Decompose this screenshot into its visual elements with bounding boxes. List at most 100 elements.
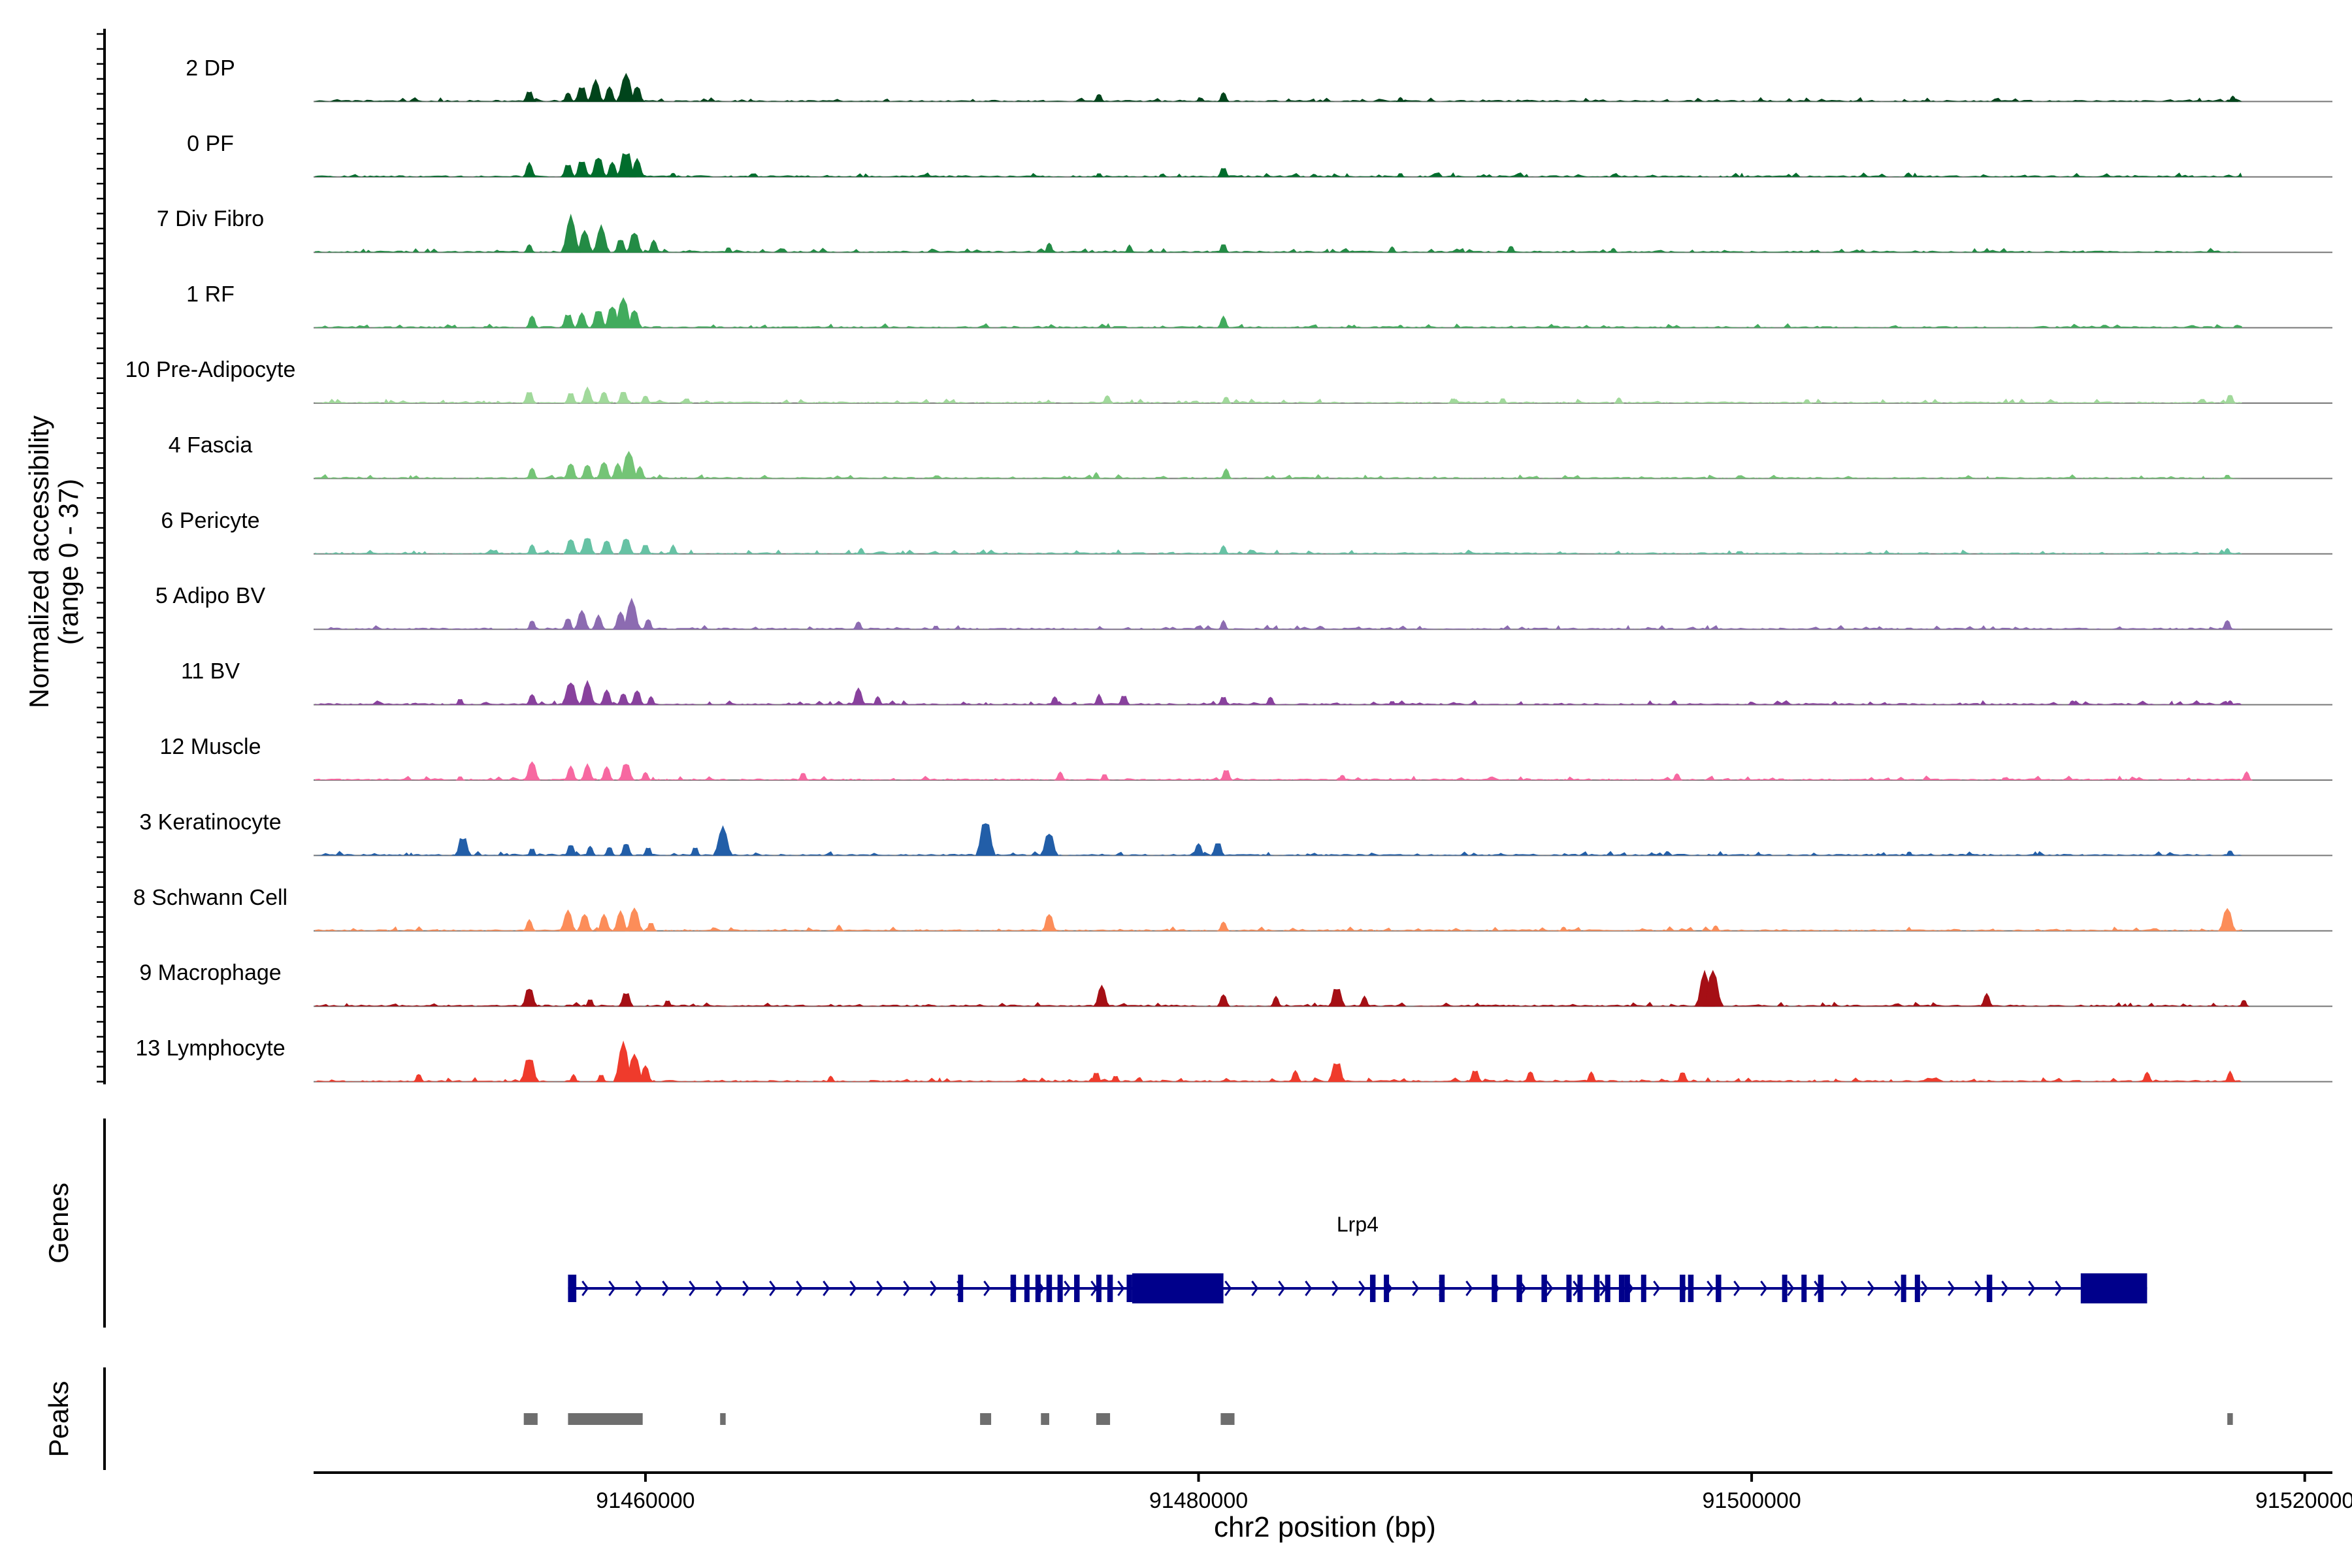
track: 7 Div Fibro [157, 206, 2332, 253]
coverage-peak [1524, 1071, 1537, 1083]
coverage-peak [1328, 988, 1347, 1007]
coverage-peak [520, 988, 538, 1007]
gene-exon [1618, 1275, 1625, 1302]
coverage-peak [523, 761, 541, 781]
coverage-peak [1192, 843, 1206, 856]
peak-region [1220, 1413, 1235, 1425]
coverage-peak [616, 693, 630, 706]
gene-exon [1801, 1275, 1807, 1302]
coverage-peak [1217, 92, 1230, 102]
gene-strand-arrow [796, 1281, 804, 1296]
peaks-panel-label: Peaks [43, 1381, 74, 1458]
coverage-peak [453, 838, 472, 856]
coverage-peak [633, 466, 647, 479]
coverage-peak [1220, 468, 1233, 479]
coverage-peak [681, 398, 693, 404]
coverage-peak [1395, 173, 1405, 178]
coverage-peak [1558, 926, 1569, 932]
gene-exon [1024, 1275, 1030, 1302]
coverage-peak [668, 172, 679, 178]
gene-strand-arrow [876, 1281, 884, 1296]
coverage-peak [2225, 700, 2236, 706]
coverage-peak [833, 924, 845, 932]
coverage-peak [573, 161, 591, 178]
gene-strand-arrow [2028, 1281, 2036, 1296]
coverage-peak [618, 993, 634, 1007]
coverage-peak [2068, 700, 2078, 706]
coverage-peak [599, 766, 614, 781]
gene-strand-arrow [1840, 1281, 1848, 1296]
coverage-background-signal [315, 549, 2242, 554]
coverage-peak [584, 999, 596, 1007]
coverage-peak [617, 764, 635, 781]
coverage-peak [591, 223, 612, 253]
coverage-peak [573, 610, 591, 630]
coverage-peak [1089, 1073, 1103, 1083]
coverage-peak [2225, 850, 2236, 856]
gene-strand-arrow [1278, 1281, 1286, 1296]
coverage-peak [797, 773, 809, 781]
gene-strand-arrow [2055, 1281, 2063, 1296]
gene-strand-arrow [1760, 1281, 1768, 1296]
coverage-peak [1092, 985, 1111, 1007]
gene-strand-arrow [662, 1281, 670, 1296]
coverage-ylabel-line1: Normalized accessibility [24, 416, 54, 708]
gene-exon [1914, 1275, 1920, 1302]
coverage-peak [525, 694, 539, 706]
coverage-peak [642, 847, 655, 856]
coverage-peak [578, 679, 596, 706]
coverage-peak [638, 545, 652, 555]
coverage-peak [1497, 398, 1509, 404]
coverage-peak [583, 845, 596, 856]
peak-region [1096, 1413, 1111, 1425]
coverage-peak [563, 463, 579, 479]
coverage-peak [580, 465, 595, 479]
coverage-peak [1386, 701, 1397, 706]
coverage-peak [872, 696, 884, 706]
gene-strand-arrow [1867, 1281, 1875, 1296]
gene-strand-arrow [1331, 1281, 1339, 1296]
coverage-peak [1217, 168, 1230, 178]
coverage-peak [612, 909, 629, 932]
coverage-peak [561, 682, 581, 706]
coverage-peak [1117, 696, 1131, 706]
coverage-peak [1098, 774, 1111, 781]
gene-exon [1986, 1275, 1993, 1302]
coverage-peak [855, 547, 867, 555]
gene-exon [1716, 1275, 1722, 1302]
gene-strand-arrow [581, 1281, 589, 1296]
gene-exon [1901, 1275, 1906, 1302]
coverage-peak [563, 765, 578, 781]
coverage-background-signal [315, 474, 2242, 479]
coverage-peak [1269, 996, 1282, 1007]
coverage-peak [602, 86, 617, 102]
coverage-peak [454, 698, 466, 706]
coverage-peak [625, 907, 644, 932]
coverage-peak [1217, 244, 1230, 253]
coverage-peak [596, 913, 612, 932]
coverage-peak [1676, 1072, 1690, 1083]
coverage-peak [1093, 93, 1105, 102]
coverage-peak [564, 393, 578, 404]
gene-exon [1680, 1275, 1686, 1302]
gene-exon [1132, 1273, 1224, 1303]
coverage-peak [1090, 472, 1102, 479]
coverage-peak [574, 312, 590, 329]
gene-exon [1107, 1275, 1113, 1302]
track-label: 5 Adipo BV [155, 583, 266, 608]
coverage-peak [1386, 246, 1398, 253]
gene-strand-arrow [849, 1281, 857, 1296]
coverage-peak [1123, 244, 1135, 253]
coverage-peak [1210, 843, 1226, 856]
gene-strand-arrow [1653, 1281, 1661, 1296]
coverage-ylabel-line2: (range 0 - 37) [53, 479, 84, 645]
gene-strand-arrow [1948, 1281, 1955, 1296]
coverage-peak [1358, 995, 1371, 1007]
coverage-peak [629, 690, 645, 706]
x-tick-label: 91460000 [596, 1488, 694, 1513]
coverage-peak [2240, 771, 2253, 781]
coverage-background-signal [315, 97, 2242, 102]
coverage-peak [1217, 619, 1230, 630]
gene-exon [1593, 1275, 1600, 1302]
coverage-peak [647, 239, 661, 253]
